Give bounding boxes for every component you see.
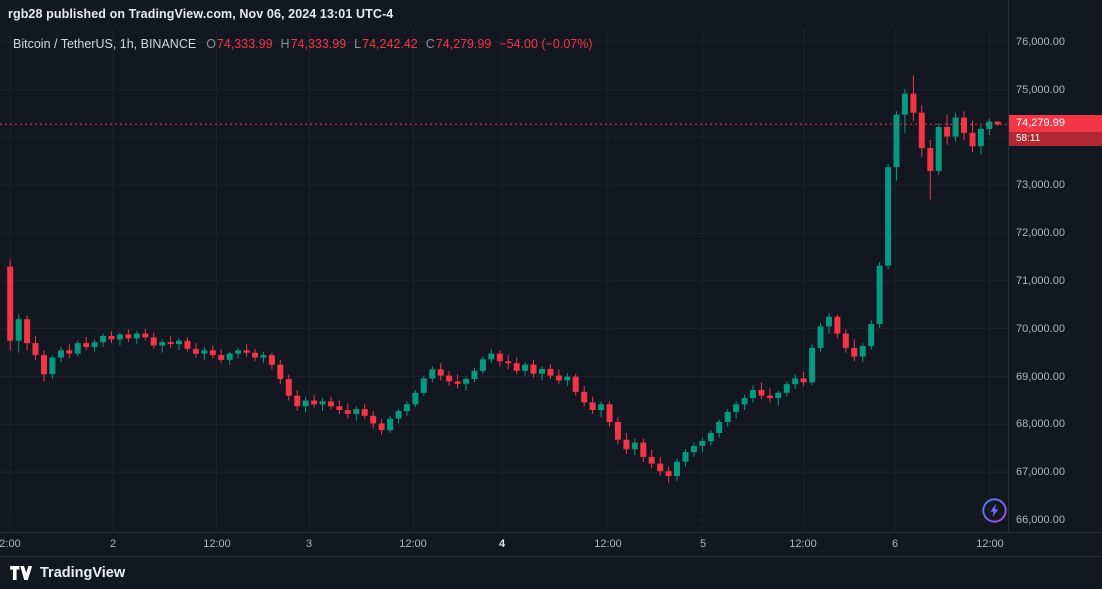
high-value: 74,333.99 [290,37,347,51]
low-label: L [354,37,362,51]
open-value: 74,333.99 [216,37,273,51]
low-value: 74,242.42 [362,37,418,51]
time-tick-label: 12:00 [789,538,817,550]
price-tick-label: 76,000.00 [1016,36,1065,48]
price-tick-label: 72,000.00 [1016,227,1065,239]
time-tick-label: 5 [699,538,707,550]
symbol-legend[interactable]: Bitcoin / TetherUS, 1h, BINANCE O74,333.… [13,37,593,51]
attribution-text: rgb28 published on TradingView.com, Nov … [8,7,394,21]
last-price-label: 74,279.99 58:11 [1009,115,1102,146]
close-value: 74,279.99 [435,37,492,51]
footer-bar: TradingView [0,556,1102,589]
price-tick-label: 71,000.00 [1016,275,1065,287]
change-value: −54.00 (−0.07%) [499,37,593,51]
price-tick-label: 73,000.00 [1016,179,1065,191]
time-tick-label: 2 [109,538,117,550]
ohlc-high: H74,333.99 [281,37,347,51]
time-tick-label: 12:00 [203,538,231,550]
price-tick-label: 66,000.00 [1016,514,1065,526]
time-tick-label: 12:00 [594,538,622,550]
ohlc-open: O74,333.99 [206,37,272,51]
time-axis[interactable]: 2:00 2 12:00 3 12:00 4 12:00 5 12:00 6 12:00 [0,532,1102,556]
time-tick-label: 12:00 [976,538,1004,550]
time-tick-label: 4 [498,538,506,550]
time-tick-label: 6 [891,538,899,550]
price-tick-label: 75,000.00 [1016,84,1065,96]
chart-grid [0,30,1008,531]
price-tick-label: 69,000.00 [1016,371,1065,383]
price-tick-label: 68,000.00 [1016,418,1065,430]
time-tick-label: 2:00 [0,538,21,550]
symbol-title[interactable]: Bitcoin / TetherUS, 1h, BINANCE [13,37,197,51]
open-label: O [206,37,216,51]
tradingview-logo-icon[interactable] [10,566,33,580]
ohlc-low: L74,242.42 [354,37,418,51]
candlestick-series[interactable] [7,75,1001,483]
price-tick-label: 70,000.00 [1016,323,1065,335]
bar-countdown: 58:11 [1009,132,1102,146]
tradingview-wordmark[interactable]: TradingView [40,565,126,581]
last-price-value: 74,279.99 [1009,115,1102,132]
ohlc-close: C74,279.99 [426,37,492,51]
time-tick-label: 12:00 [399,538,427,550]
price-chart[interactable] [0,0,1008,532]
time-tick-label: 3 [305,538,313,550]
high-label: H [280,37,290,51]
lightning-icon[interactable] [981,497,1008,524]
price-tick-label: 67,000.00 [1016,466,1065,478]
price-axis[interactable]: 74,279.99 58:11 76,000.0075,000.0074,000… [1008,0,1102,532]
close-label: C [425,37,435,51]
